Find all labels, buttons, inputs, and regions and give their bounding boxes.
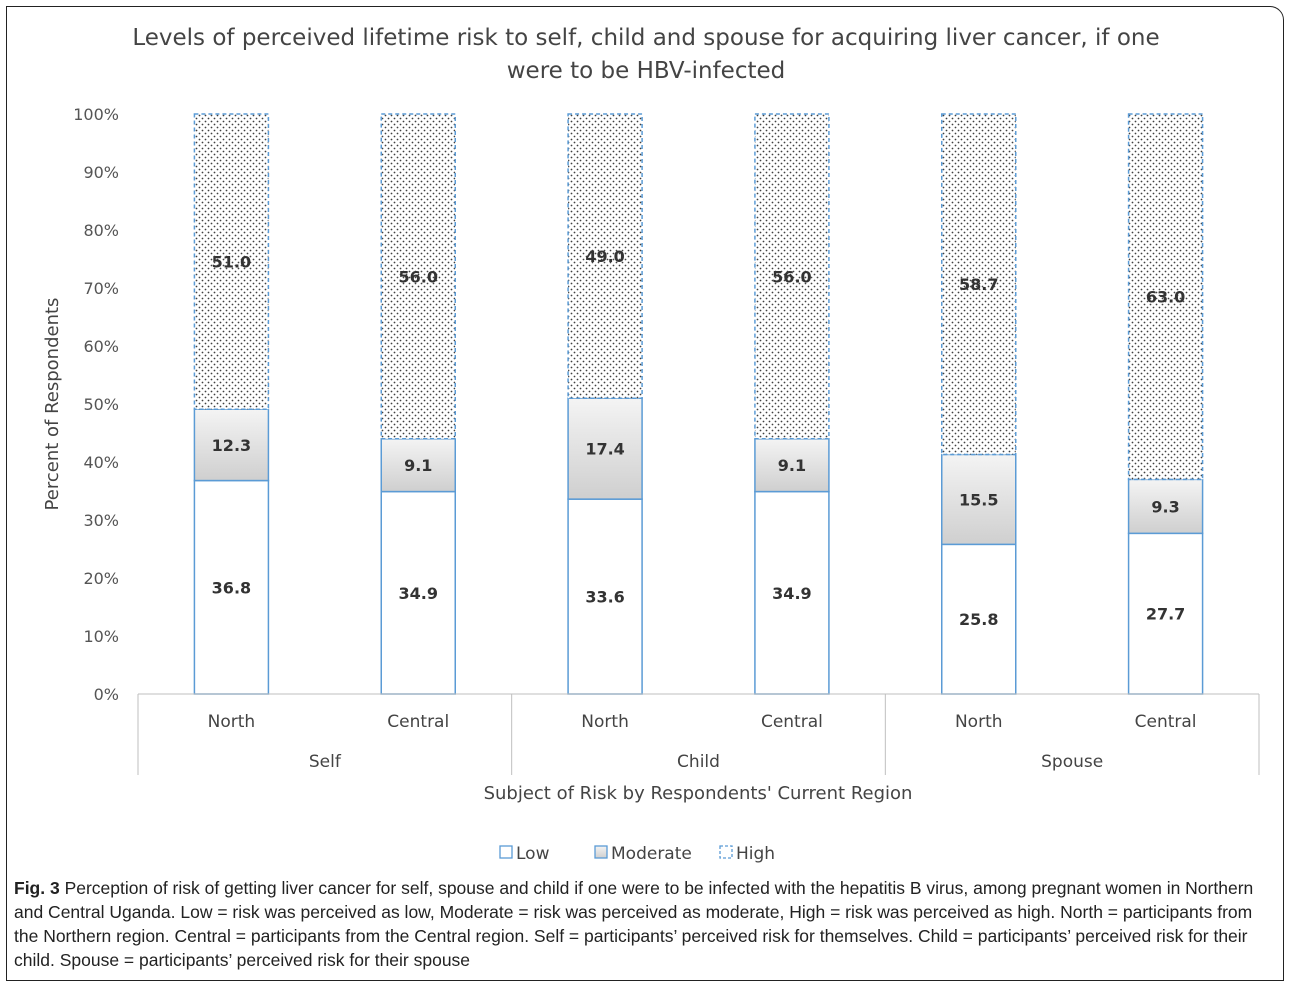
y-tick-label: 20% — [83, 569, 119, 588]
data-label-high: 56.0 — [772, 267, 811, 286]
legend-swatch — [499, 845, 513, 859]
x-category-label: Central — [387, 712, 449, 732]
x-axis: North Central North Central North Central Self… — [137, 693, 1260, 775]
data-label-high: 49.0 — [585, 247, 624, 266]
bar-high — [380, 113, 456, 440]
x-category-label: North — [208, 712, 256, 732]
stacked-bar-chart: Levels of perceived lifetime risk to sel… — [42, 25, 1260, 864]
data-label-moderate: 9.3 — [1151, 497, 1179, 516]
bar-moderate — [754, 438, 830, 493]
y-tick-label: 100% — [73, 105, 119, 124]
y-axis-label: Percent of Respondents — [42, 298, 63, 511]
bar-moderate — [380, 438, 456, 493]
bar-low — [941, 543, 1017, 695]
bar-high — [941, 113, 1017, 456]
bar-high — [754, 113, 830, 440]
legend-item-high: High — [736, 844, 775, 864]
bar-moderate — [941, 453, 1017, 546]
data-label-moderate: 12.3 — [212, 436, 251, 455]
data-label-moderate: 9.1 — [778, 456, 806, 475]
y-tick-label: 90% — [83, 163, 119, 182]
figure-frame — [6, 6, 1284, 981]
data-label-moderate: 9.1 — [404, 456, 432, 475]
y-tick-label: 10% — [83, 627, 119, 646]
bar-high — [567, 113, 643, 399]
x-category-label: North — [955, 712, 1003, 732]
legend: Low Moderate High — [499, 844, 775, 864]
data-label-high: 58.7 — [959, 275, 998, 294]
y-tick-label: 60% — [83, 337, 119, 356]
data-label-high: 56.0 — [399, 267, 438, 286]
bar-high — [193, 113, 270, 410]
x-axis-label: Subject of Risk by Respondents' Current … — [484, 783, 913, 804]
figure-caption: Fig. 3 Perception of risk of getting liv… — [14, 876, 1276, 972]
legend-item-moderate: Moderate — [611, 844, 692, 864]
data-label-low: 27.7 — [1146, 605, 1185, 624]
data-label-high: 51.0 — [212, 253, 251, 272]
data-label-low: 36.8 — [212, 578, 251, 597]
caption-text: Perception of risk of getting liver canc… — [14, 878, 1254, 970]
figure-label: Fig. 3 — [14, 878, 60, 898]
bar-moderate — [567, 397, 643, 500]
x-group-label: Child — [677, 752, 720, 772]
y-tick-label: 40% — [83, 453, 119, 472]
y-axis-ticks: 0% 10% 20% 30% 40% 50% 60% 70% 80% 90% 100% — [73, 105, 119, 704]
bar-low — [380, 490, 456, 695]
data-label-low: 25.8 — [959, 610, 998, 629]
x-group-label: Spouse — [1041, 752, 1103, 772]
y-tick-label: 0% — [94, 685, 119, 704]
data-label-moderate: 15.5 — [959, 490, 998, 509]
y-tick-label: 30% — [83, 511, 119, 530]
x-group-label: Self — [309, 752, 342, 772]
y-tick-label: 80% — [83, 221, 119, 240]
data-label-low: 34.9 — [772, 584, 811, 603]
legend-swatch — [594, 845, 608, 859]
y-tick-label: 70% — [83, 279, 119, 298]
data-label-high: 63.0 — [1146, 288, 1185, 307]
data-label-moderate: 17.4 — [585, 440, 624, 459]
bar-low — [754, 490, 830, 695]
chart-title-line-1: Levels of perceived lifetime risk to sel… — [132, 25, 1159, 51]
chart-title-line-2: were to be HBV-infected — [507, 58, 786, 84]
legend-item-low: Low — [516, 844, 550, 864]
x-category-label: Central — [761, 712, 823, 732]
bars-layer: 36.8 12.3 51.0 34.9 9.1 56.0 33.6 17.4 49.0 34.9 9… — [193, 113, 1204, 695]
data-label-low: 33.6 — [585, 588, 624, 607]
data-label-low: 34.9 — [399, 584, 438, 603]
bar-moderate — [1127, 478, 1204, 535]
x-category-label: North — [581, 712, 629, 732]
bar-moderate — [193, 408, 270, 482]
bar-high — [1127, 113, 1204, 481]
legend-swatch — [719, 845, 733, 859]
y-tick-label: 50% — [83, 395, 119, 414]
x-category-label: Central — [1135, 712, 1197, 732]
